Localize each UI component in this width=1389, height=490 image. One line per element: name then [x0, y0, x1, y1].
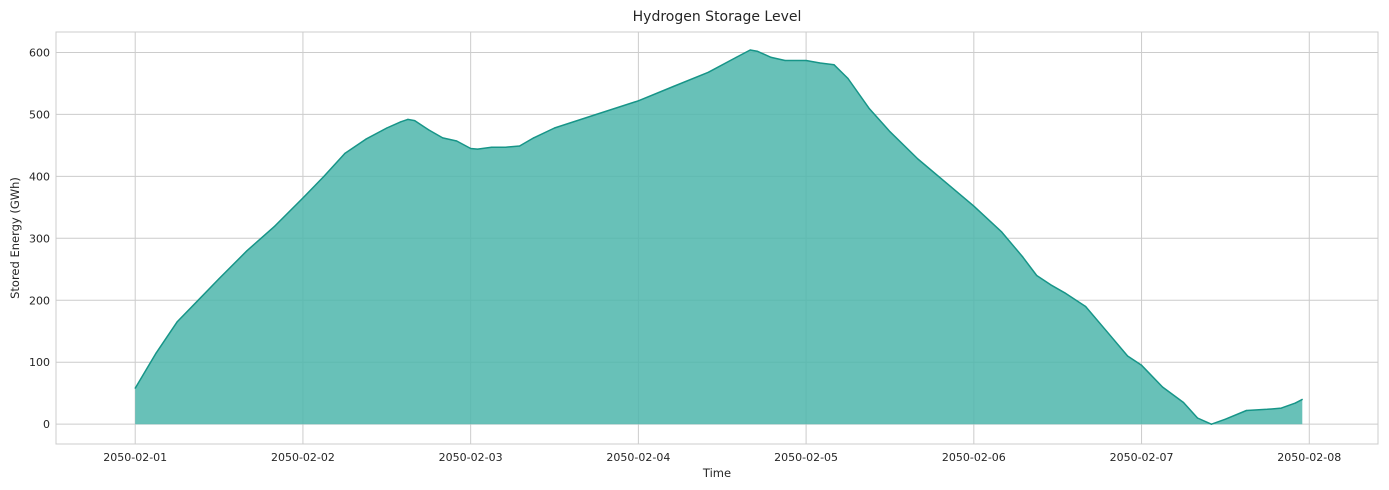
data-point	[246, 250, 248, 252]
data-point	[1001, 231, 1003, 233]
data-point	[1085, 305, 1087, 308]
y-tick-label: 500	[29, 108, 50, 121]
data-point	[784, 59, 786, 62]
data-point	[1245, 409, 1247, 412]
data-point	[973, 205, 975, 207]
x-tick-label: 2050-02-06	[942, 451, 1006, 464]
plot-frame	[55, 31, 1379, 445]
data-point	[323, 175, 325, 177]
data-point	[442, 137, 444, 139]
data-point	[595, 113, 598, 115]
data-point	[1022, 256, 1024, 258]
data-point	[749, 49, 751, 51]
x-tick-label: 2050-02-07	[1110, 451, 1174, 464]
data-point	[428, 129, 430, 131]
data-point	[400, 121, 402, 123]
data-point	[1050, 284, 1052, 286]
data-point	[1301, 398, 1303, 400]
data-point	[1224, 418, 1226, 420]
data-point	[1210, 423, 1212, 425]
data-point	[1036, 274, 1038, 277]
y-tick-label: 400	[29, 170, 50, 183]
data-point	[1141, 364, 1143, 366]
x-tick-label: 2050-02-04	[606, 451, 670, 464]
data-point	[407, 118, 409, 120]
data-point	[756, 50, 758, 52]
y-tick-label: 200	[29, 294, 50, 307]
data-point	[1182, 401, 1185, 404]
x-axis-label: Time	[702, 466, 731, 480]
data-point	[833, 64, 835, 66]
data-point	[889, 131, 891, 133]
data-point	[344, 152, 346, 154]
data-point	[770, 56, 772, 59]
y-tick-label: 300	[29, 232, 50, 245]
data-point	[707, 71, 709, 73]
data-point	[456, 140, 458, 142]
data-point	[477, 148, 479, 150]
data-point	[672, 85, 674, 88]
data-point	[414, 120, 416, 122]
data-point	[519, 145, 521, 147]
data-point	[1280, 407, 1282, 409]
data-point	[1064, 292, 1066, 294]
data-point	[176, 321, 178, 323]
data-point	[819, 62, 821, 64]
chart-title: Hydrogen Storage Level	[633, 9, 802, 25]
data-point	[386, 127, 388, 129]
data-point	[1294, 402, 1296, 404]
data-point	[1127, 355, 1129, 357]
data-point	[533, 137, 535, 139]
data-point	[847, 77, 849, 80]
data-point	[805, 59, 807, 62]
data-point	[637, 100, 640, 102]
y-axis-label: Stored Energy (GWh)	[8, 177, 22, 299]
data-point	[155, 352, 157, 354]
x-tick-label: 2050-02-08	[1277, 451, 1341, 464]
x-tick-label: 2050-02-03	[439, 451, 503, 464]
data-point	[470, 147, 472, 150]
data-point	[218, 278, 220, 280]
data-point	[917, 158, 919, 160]
x-tick-label: 2050-02-01	[103, 451, 167, 464]
data-point	[1266, 408, 1268, 410]
data-point	[274, 225, 276, 227]
y-tick-label: 600	[29, 46, 50, 59]
x-tick-label: 2050-02-02	[271, 451, 335, 464]
y-tick-label: 100	[29, 356, 50, 369]
data-point	[197, 299, 199, 301]
data-point	[553, 127, 556, 129]
x-tick-label: 2050-02-05	[774, 451, 838, 464]
data-point	[1106, 330, 1108, 332]
data-point	[491, 146, 493, 148]
data-point	[365, 138, 367, 140]
y-tick-label: 0	[43, 418, 50, 431]
series-line	[134, 49, 1303, 425]
data-point	[1196, 417, 1199, 419]
data-point	[505, 146, 507, 148]
data-point	[868, 107, 870, 109]
data-point	[134, 387, 136, 389]
data-point	[302, 197, 304, 199]
data-point	[1161, 386, 1164, 388]
data-point	[735, 56, 737, 59]
series-area	[135, 50, 1303, 425]
data-point	[945, 182, 947, 184]
